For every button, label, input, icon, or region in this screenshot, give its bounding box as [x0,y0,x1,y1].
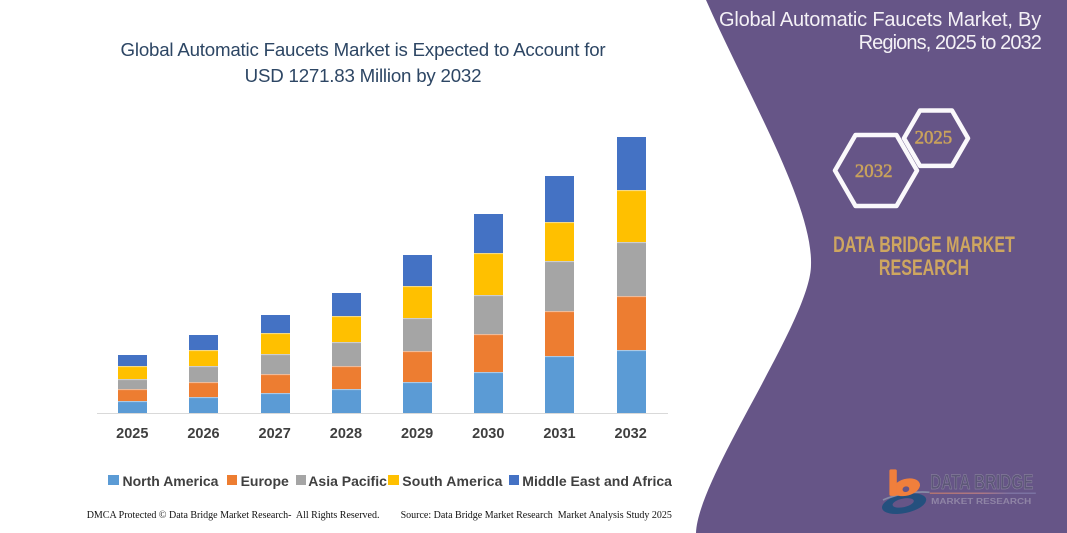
svg-text:2032: 2032 [855,161,893,182]
svg-text:2025: 2025 [915,127,953,148]
svg-text:MARKET RESEARCH: MARKET RESEARCH [931,496,1031,506]
svg-text:DATA BRIDGE: DATA BRIDGE [930,470,1033,494]
